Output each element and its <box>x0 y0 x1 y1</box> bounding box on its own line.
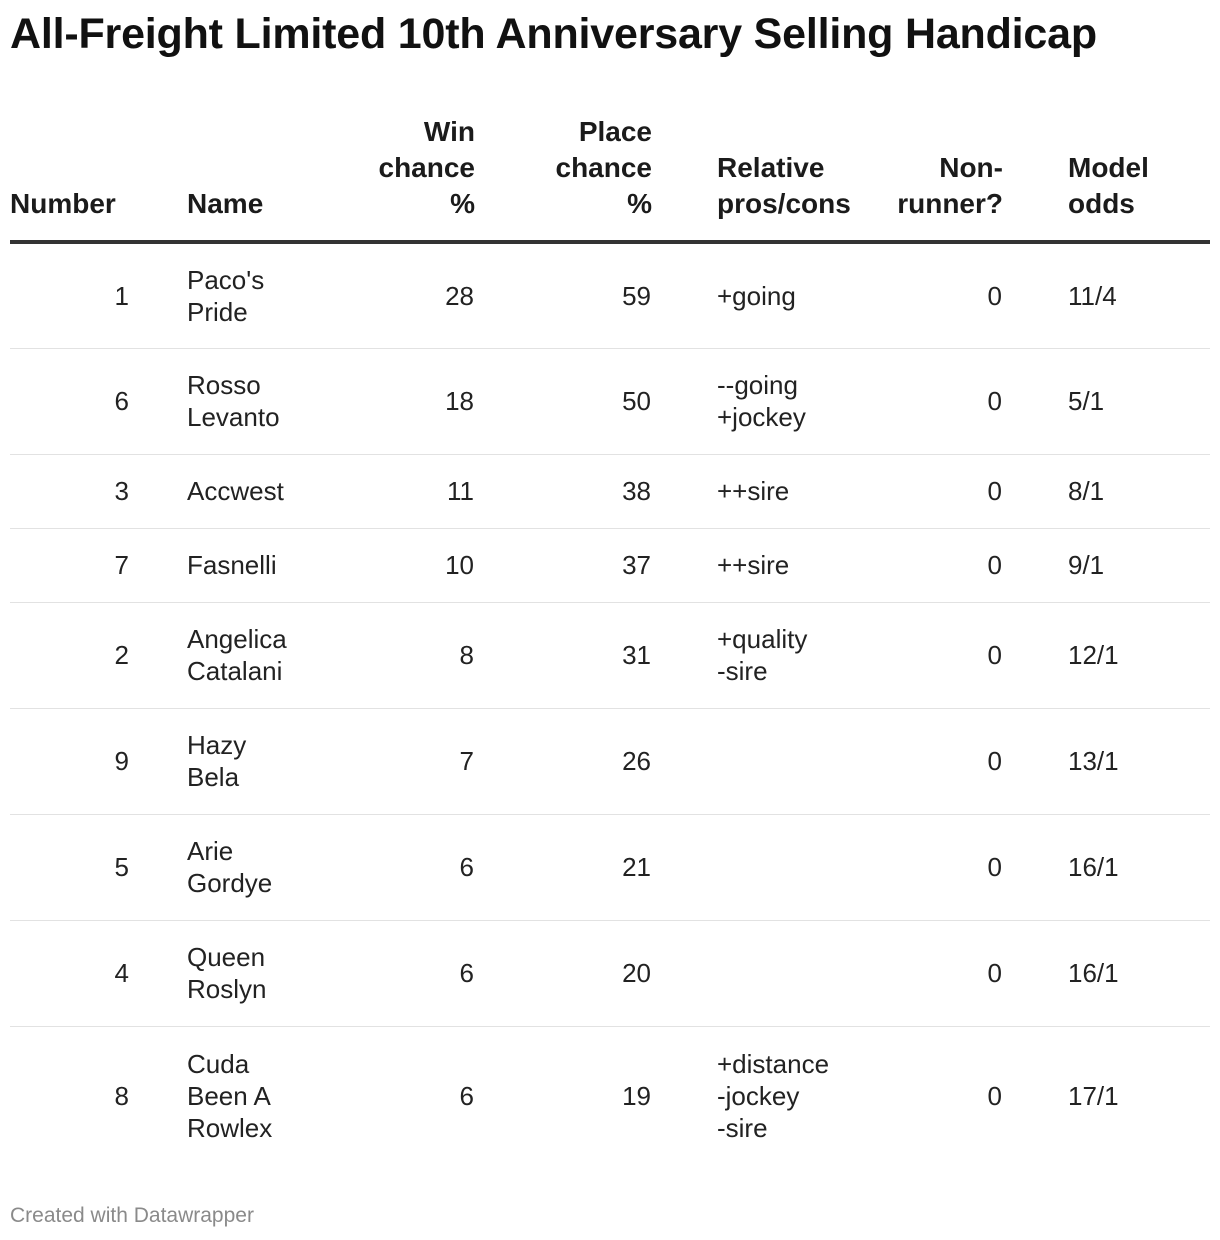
cell-pros-cons: ++sire <box>652 528 822 603</box>
cell-win-chance: 7 <box>290 708 475 815</box>
cell-number: 2 <box>10 602 130 709</box>
cell-non-runner: 0 <box>822 242 1003 349</box>
cell-place-chance: 59 <box>475 242 652 349</box>
cell-non-runner: 0 <box>822 348 1003 455</box>
cell-pros-cons: --going +jockey <box>652 348 822 455</box>
cell-number: 1 <box>10 242 130 349</box>
cell-non-runner: 0 <box>822 454 1003 529</box>
chart-title: All-Freight Limited 10th Anniversary Sel… <box>10 10 1097 58</box>
table-row: 1 Paco's Pride 28 59 +going 0 11/4 <box>10 242 1210 349</box>
cell-number: 7 <box>10 528 130 603</box>
table-row: 2 Angelica Catalani 8 31 +quality -sire 0 12/1 <box>10 602 1210 709</box>
table-body: 1 Paco's Pride 28 59 +going 0 11/4 6 Rosso Levanto… <box>10 242 1210 1166</box>
header-row: Number Name Win chance % Place chance % … <box>10 114 1210 244</box>
cell-model-odds: 16/1 <box>1003 814 1210 921</box>
cell-non-runner: 0 <box>822 814 1003 921</box>
cell-win-chance: 11 <box>290 454 475 529</box>
cell-number: 5 <box>10 814 130 921</box>
cell-pros-cons: ++sire <box>652 454 822 529</box>
cell-model-odds: 9/1 <box>1003 528 1210 603</box>
cell-model-odds: 12/1 <box>1003 602 1210 709</box>
cell-number: 8 <box>114 1081 129 1112</box>
cell-name: Paco's Pride <box>130 242 290 349</box>
cell-name: Arie Gordye <box>130 814 290 921</box>
cell-win-chance: 8 <box>290 602 475 709</box>
table-row: 9 Hazy Bela 7 26 0 13/1 <box>10 708 1210 815</box>
table-row: 7 Fasnelli 10 37 ++sire 0 9/1 <box>10 528 1210 603</box>
table-row: 8 Cuda Been A Rowlex 6 19 +distance -jockey -sir… <box>10 1026 1210 1166</box>
cell-place-chance: 19 <box>622 1081 651 1112</box>
cell-model-odds: 8/1 <box>1003 454 1210 529</box>
cell-number: 6 <box>10 348 130 455</box>
header-non-runner[interactable]: Non- runner? <box>822 114 1003 244</box>
cell-pros-cons <box>652 708 822 815</box>
cell-model-odds: 13/1 <box>1003 708 1210 815</box>
cell-name: Accwest <box>130 454 290 529</box>
table-row: 5 Arie Gordye 6 21 0 16/1 <box>10 814 1210 921</box>
cell-place-chance: 20 <box>475 920 652 1027</box>
cell-model-odds: 16/1 <box>1003 920 1210 1027</box>
cell-win-chance: 6 <box>459 1081 474 1112</box>
cell-win-chance: 6 <box>290 920 475 1027</box>
cell-win-chance: 28 <box>290 242 475 349</box>
cell-model-odds: 11/4 <box>1003 242 1210 349</box>
cell-place-chance: 38 <box>475 454 652 529</box>
cell-name: Angelica Catalani <box>130 602 290 709</box>
header-number[interactable]: Number <box>10 114 130 244</box>
cell-number: 4 <box>10 920 130 1027</box>
cell-name: Rosso Levanto <box>130 348 290 455</box>
cell-win-chance: 6 <box>290 814 475 921</box>
cell-non-runner: 0 <box>822 708 1003 815</box>
cell-win-chance: 10 <box>290 528 475 603</box>
table-row: 6 Rosso Levanto 18 50 --going +jockey 0 5/1 <box>10 348 1210 455</box>
odds-table: Number Name Win chance % Place chance % … <box>10 114 1210 1166</box>
cell-non-runner: 0 <box>822 920 1003 1027</box>
cell-name: Cuda Been A Rowlex <box>187 1049 273 1144</box>
cell-model-odds: 5/1 <box>1003 348 1210 455</box>
cell-place-chance: 37 <box>475 528 652 603</box>
cell-non-runner: 0 <box>822 602 1003 709</box>
cell-pros-cons <box>652 814 822 921</box>
cell-pros-cons: +quality -sire <box>652 602 822 709</box>
header-name[interactable]: Name <box>130 114 290 244</box>
header-place-chance[interactable]: Place chance % <box>475 114 652 244</box>
cell-model-odds: 17/1 <box>1068 1081 1119 1112</box>
cell-non-runner: 0 <box>987 1081 1002 1112</box>
cell-name: Hazy Bela <box>130 708 290 815</box>
datawrapper-credit: Created with Datawrapper <box>10 1204 254 1227</box>
cell-place-chance: 31 <box>475 602 652 709</box>
table-row: 3 Accwest 11 38 ++sire 0 8/1 <box>10 454 1210 529</box>
header-pros-cons[interactable]: Relative pros/cons <box>652 114 851 244</box>
header-model-odds[interactable]: Model odds <box>1003 114 1210 244</box>
cell-win-chance: 18 <box>290 348 475 455</box>
cell-name: Queen Roslyn <box>130 920 290 1027</box>
table-row: 4 Queen Roslyn 6 20 0 16/1 <box>10 920 1210 1027</box>
cell-non-runner: 0 <box>822 528 1003 603</box>
cell-number: 9 <box>10 708 130 815</box>
cell-pros-cons: +going <box>652 242 822 349</box>
cell-place-chance: 21 <box>475 814 652 921</box>
header-win-chance[interactable]: Win chance % <box>290 114 475 244</box>
cell-place-chance: 26 <box>475 708 652 815</box>
cell-pros-cons <box>652 920 822 1027</box>
cell-number: 3 <box>10 454 130 529</box>
cell-pros-cons: +distance -jockey -sire <box>717 1049 830 1144</box>
cell-place-chance: 50 <box>475 348 652 455</box>
cell-name: Fasnelli <box>130 528 290 603</box>
